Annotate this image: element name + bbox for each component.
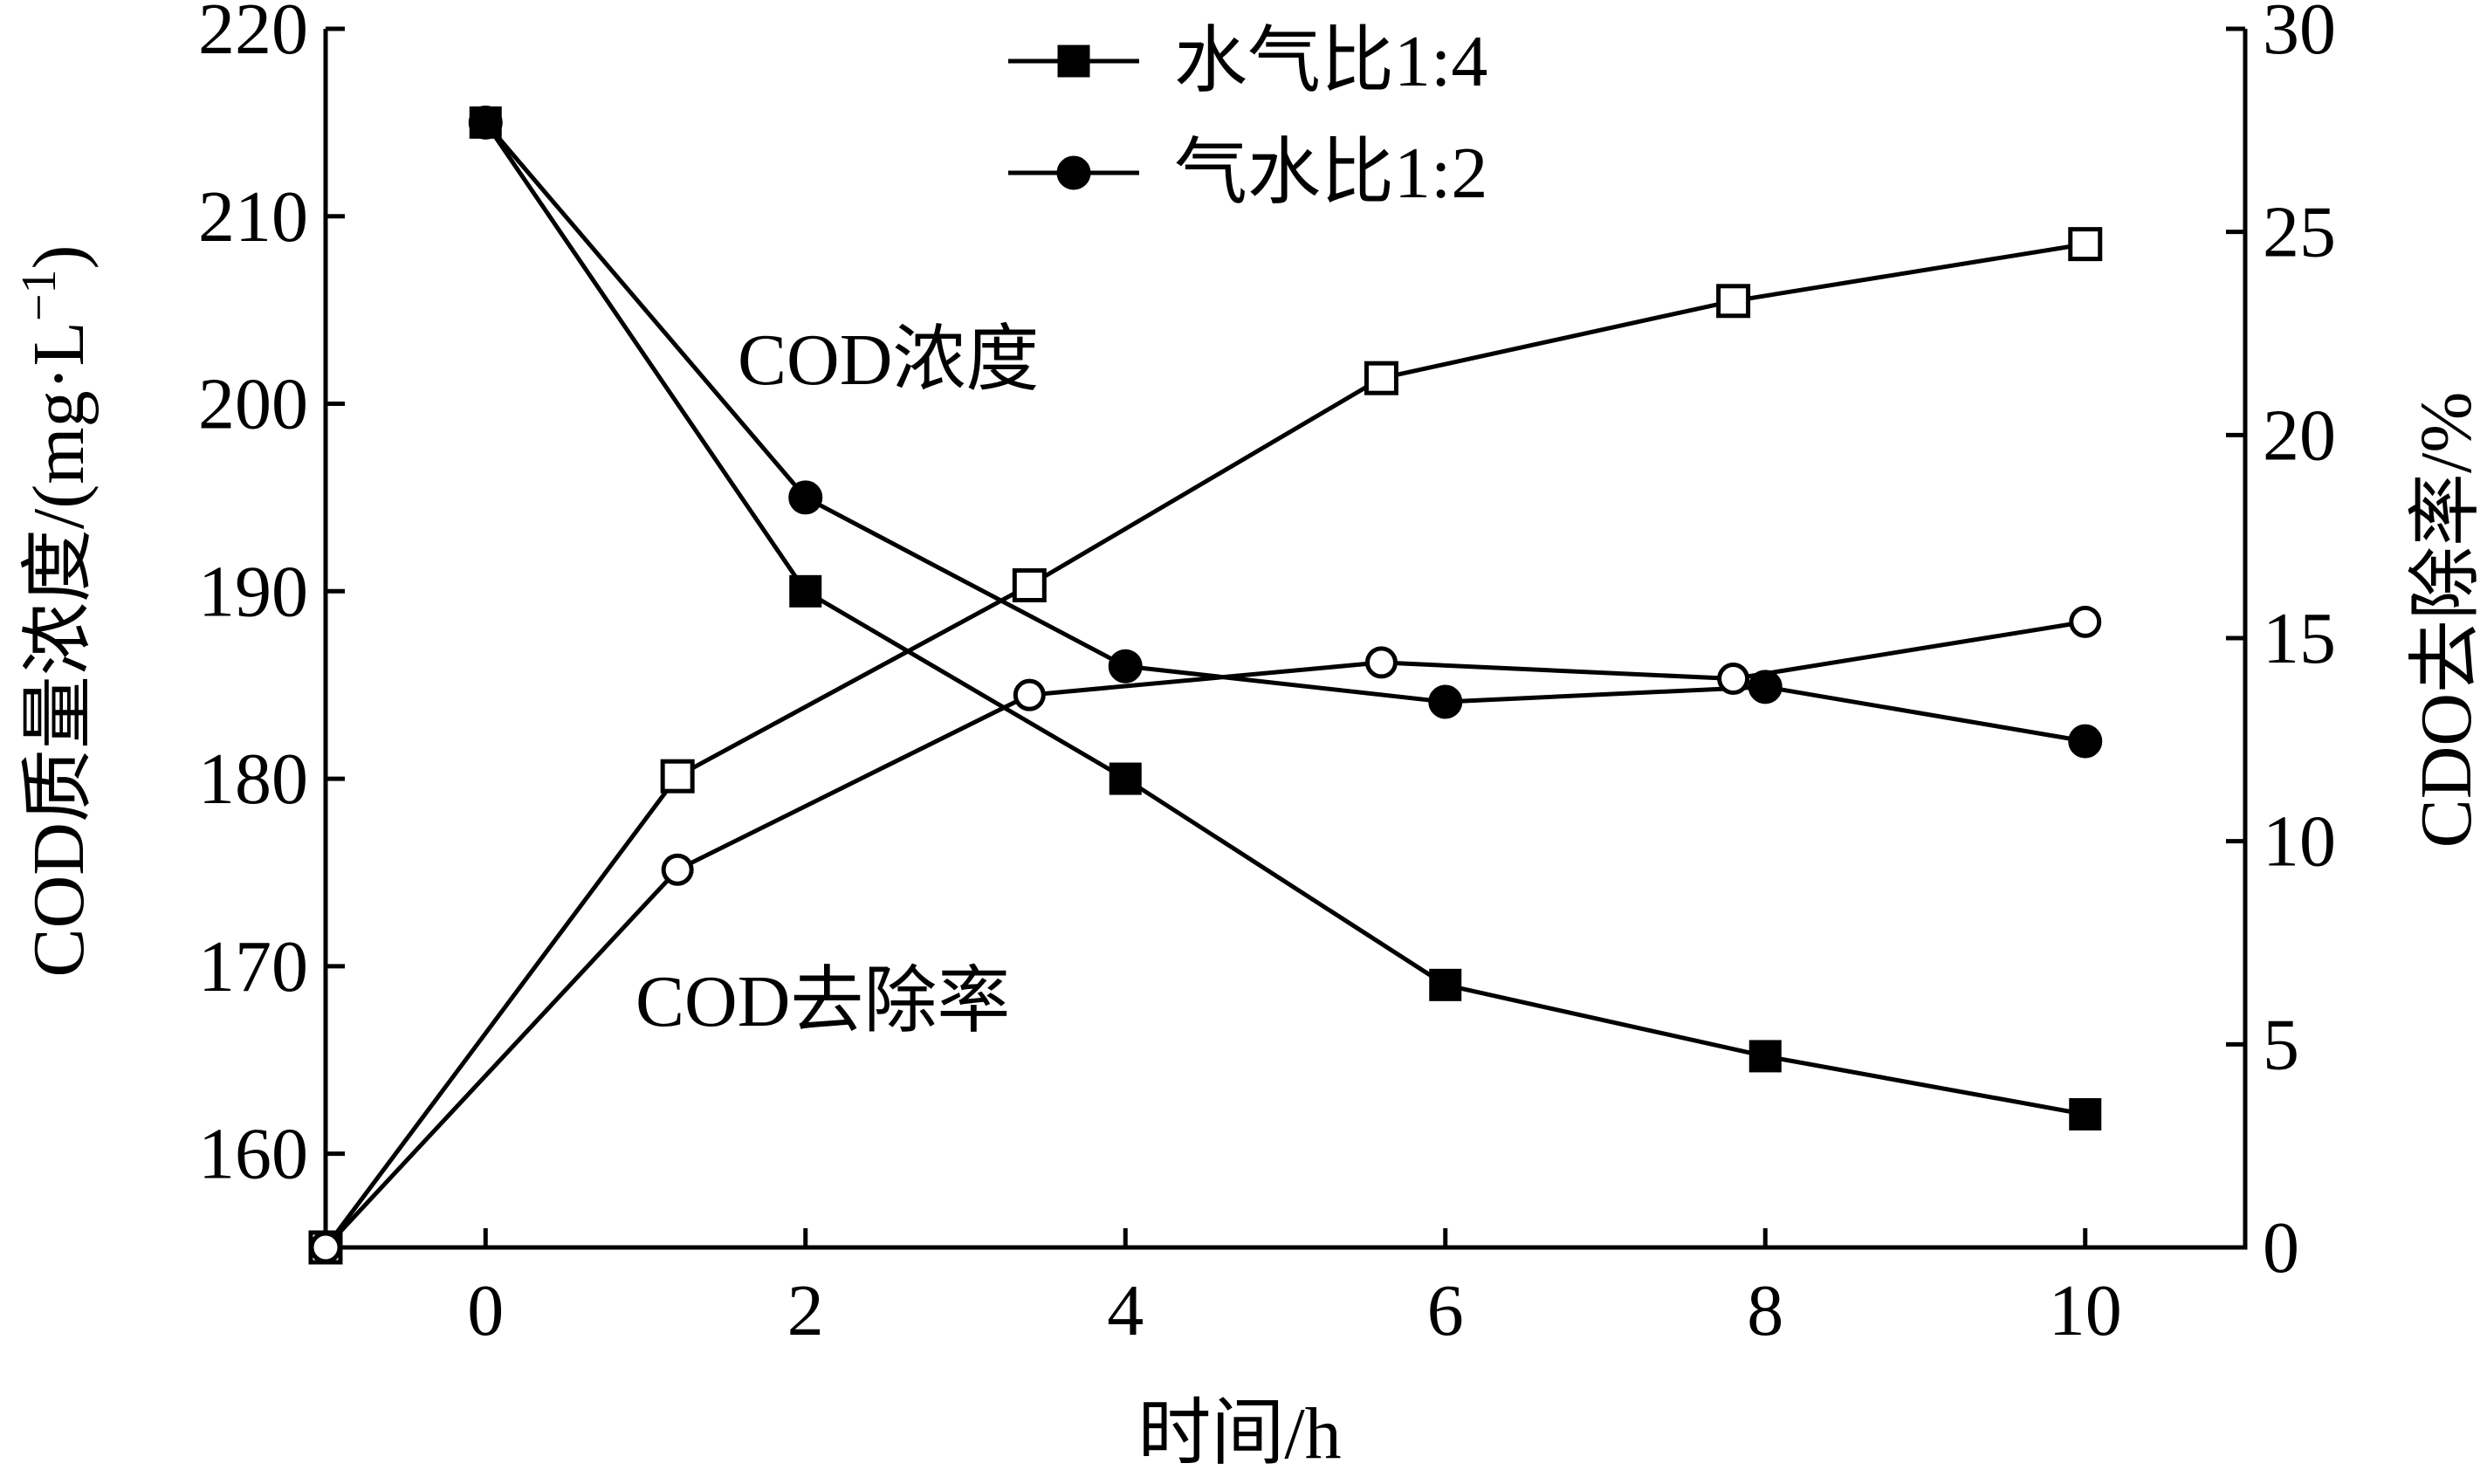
legend-marker: [1057, 45, 1090, 78]
y-right-tick-label: 30: [2263, 0, 2336, 70]
data-point: [2069, 1098, 2102, 1131]
data-point: [1748, 1040, 1782, 1073]
y-left-tick-label: 170: [198, 926, 308, 1007]
y-right-tick-label: 25: [2263, 192, 2336, 273]
data-point: [1108, 649, 1143, 684]
y-left-axis-title-superscript: −1: [12, 270, 66, 322]
legend-label: 水气比1:4: [1174, 21, 1487, 102]
data-point: [1109, 762, 1142, 795]
series-2: [308, 227, 2103, 1265]
x-tick-label: 2: [787, 1270, 824, 1351]
data-point: [2069, 605, 2102, 638]
x-tick-label: 6: [1427, 1270, 1464, 1351]
series-layer: [308, 105, 2103, 1265]
data-point: [1429, 968, 1462, 1001]
legend-marker: [1056, 155, 1091, 190]
x-tick-label: 8: [1747, 1270, 1783, 1351]
axes: 0 2 4 6 8 10 160 170 180 190 200 210 220 0 5 10 15 20 25 30: [198, 0, 2336, 1351]
series-line: [484, 120, 2086, 744]
y-right-axis-title: CDO去除率/%: [2406, 392, 2480, 848]
y-right-tick-label: 10: [2263, 801, 2336, 883]
annotation-cod-removal: COD去除率: [635, 961, 1010, 1042]
y-left-axis-title: COD质量浓度/(mg·L−1): [12, 245, 100, 978]
series-1: [468, 105, 2103, 759]
y-left-axis-title-main: COD质量浓度/(mg·L: [18, 321, 100, 977]
data-point: [1748, 670, 1783, 704]
data-point: [661, 853, 694, 886]
series-line: [323, 242, 2086, 1249]
x-tick-label: 10: [2049, 1270, 2122, 1351]
data-point: [788, 480, 823, 515]
data-point: [1717, 663, 1750, 696]
data-point: [789, 574, 822, 608]
legend-label: 气水比1:2: [1174, 133, 1487, 214]
y-right-tick-label: 20: [2263, 395, 2336, 476]
data-point: [1012, 568, 1047, 603]
x-axis-title: 时间/h: [1137, 1393, 1341, 1474]
y-right-tick-label: 0: [2263, 1207, 2299, 1288]
y-left-tick-label: 220: [198, 0, 308, 70]
y-right-tick-label: 5: [2263, 1004, 2299, 1085]
legend: 水气比1:4 气水比1:2: [1008, 21, 1487, 214]
legend-entry: 水气比1:4: [1008, 21, 1487, 102]
y-left-tick-label: 210: [198, 176, 308, 258]
y-right-tick-label: 15: [2263, 598, 2336, 679]
data-point: [468, 105, 503, 140]
y-left-axis-title-suffix: ): [18, 245, 100, 270]
data-point: [660, 759, 695, 794]
data-point: [2068, 227, 2103, 262]
legend-entry: 气水比1:2: [1008, 133, 1487, 214]
data-point: [1364, 361, 1398, 395]
data-point: [309, 1231, 342, 1264]
y-left-tick-label: 200: [198, 364, 308, 445]
y-left-tick-label: 180: [198, 739, 308, 820]
y-left-tick-label: 160: [198, 1114, 308, 1195]
data-point: [1716, 284, 1751, 319]
x-tick-label: 0: [467, 1270, 504, 1351]
y-left-tick-label: 190: [198, 551, 308, 632]
data-point: [1364, 646, 1398, 679]
series-line: [324, 619, 2086, 1249]
series-3: [309, 605, 2102, 1264]
series-line: [484, 120, 2086, 1116]
data-point: [2068, 724, 2103, 759]
data-point: [1428, 684, 1463, 719]
data-point: [1013, 678, 1046, 711]
annotation-cod-concentration: COD浓度: [738, 319, 1039, 401]
x-tick-label: 4: [1107, 1270, 1144, 1351]
